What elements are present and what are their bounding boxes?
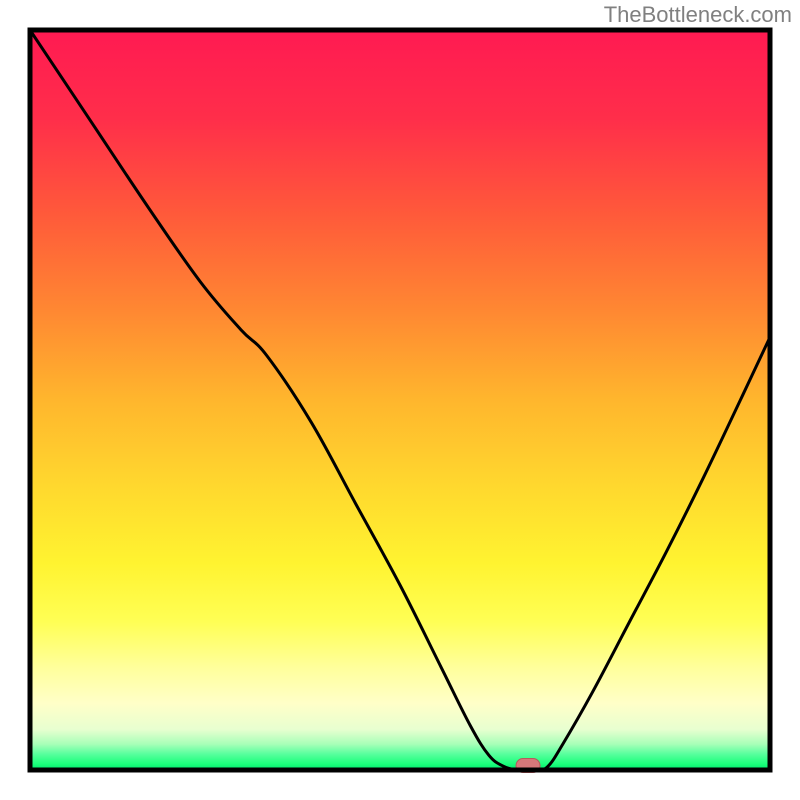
watermark-text: TheBottleneck.com	[604, 2, 792, 28]
bottleneck-chart	[0, 0, 800, 800]
gradient-background	[30, 30, 770, 770]
chart-container: TheBottleneck.com	[0, 0, 800, 800]
plot-area	[30, 30, 770, 773]
